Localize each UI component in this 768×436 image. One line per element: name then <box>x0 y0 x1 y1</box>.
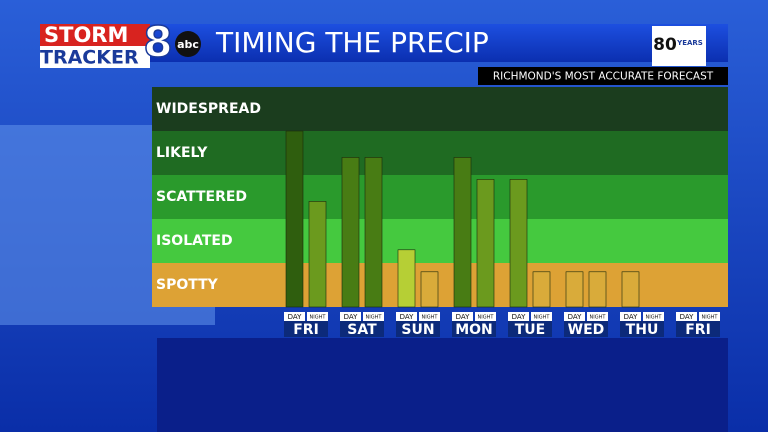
x-tick-label: WED <box>568 322 605 338</box>
slot-label-bg <box>307 312 328 321</box>
y-tick-label: SPOTTY <box>156 277 219 293</box>
logo-red <box>40 24 150 46</box>
category-bg <box>340 321 384 337</box>
slot-label-bg <box>284 312 305 321</box>
slot-label-bg <box>564 312 585 321</box>
bar <box>588 271 607 308</box>
bar <box>476 179 495 308</box>
bar <box>341 157 360 308</box>
x-tick-label: SAT <box>347 322 377 338</box>
bar <box>285 130 304 308</box>
anniversary-number: 80 <box>653 35 677 55</box>
chart-title: TIMING THE PRECIP <box>215 26 489 59</box>
series-label: NIGHT <box>646 315 663 321</box>
slot-label-bg <box>587 312 608 321</box>
x-tick-label: THU <box>626 322 659 338</box>
y-tick-label: SCATTERED <box>156 189 247 205</box>
slot-label-bg <box>340 312 361 321</box>
slot-label-bg <box>475 312 496 321</box>
slot-label-bg <box>508 312 529 321</box>
series-label: NIGHT <box>590 315 607 321</box>
bar <box>621 271 640 308</box>
band <box>152 263 728 307</box>
band <box>152 219 728 263</box>
slot-label-bg <box>531 312 552 321</box>
series-label: NIGHT <box>478 315 495 321</box>
x-tick-label: TUE <box>515 322 545 338</box>
band <box>152 87 728 131</box>
y-tick-label: LIKELY <box>156 145 208 161</box>
abc-logo: abc <box>177 38 199 51</box>
series-label: NIGHT <box>366 315 383 321</box>
chart-subtitle: RICHMOND'S MOST ACCURATE FORECAST <box>493 71 714 83</box>
series-label: DAY <box>624 313 639 321</box>
slot-label-bg <box>620 312 641 321</box>
x-tick-label: FRI <box>685 322 711 338</box>
y-tick-label: WIDESPREAD <box>156 101 261 117</box>
category-bg <box>452 321 496 337</box>
series-label: NIGHT <box>422 315 439 321</box>
slot-label-bg <box>419 312 440 321</box>
slot-label-bg <box>643 312 664 321</box>
logo-8: 8 <box>143 18 172 67</box>
logo-storm: STORM <box>44 23 128 47</box>
bar <box>565 271 584 308</box>
category-bg <box>508 321 552 337</box>
series-label: DAY <box>400 313 415 321</box>
series-label: NIGHT <box>534 315 551 321</box>
bar <box>420 271 439 308</box>
slot-label-bg <box>699 312 720 321</box>
anniversary-label: YEARS <box>676 39 703 47</box>
band <box>152 175 728 219</box>
bar <box>364 157 383 308</box>
bar <box>397 249 416 308</box>
abc-circle <box>175 31 201 57</box>
header-bar <box>150 24 728 62</box>
slot-label-bg <box>676 312 697 321</box>
series-label: DAY <box>512 313 527 321</box>
logo-tracker: TRACKER <box>40 47 139 69</box>
category-bg <box>620 321 664 337</box>
category-bg <box>284 321 328 337</box>
bar <box>308 201 327 308</box>
series-label: DAY <box>288 313 303 321</box>
series-label: NIGHT <box>702 315 719 321</box>
band <box>152 131 728 175</box>
bar <box>532 271 551 308</box>
slot-label-bg <box>363 312 384 321</box>
x-tick-label: MON <box>455 322 493 338</box>
x-tick-label: FRI <box>293 322 319 338</box>
series-label: DAY <box>456 313 471 321</box>
category-bg <box>676 321 720 337</box>
series-label: DAY <box>680 313 695 321</box>
category-bg <box>564 321 608 337</box>
series-label: DAY <box>344 313 359 321</box>
series-label: NIGHT <box>310 315 327 321</box>
slot-label-bg <box>396 312 417 321</box>
slot-label-bg <box>452 312 473 321</box>
bar <box>509 179 528 308</box>
x-tick-label: SUN <box>401 322 434 338</box>
subtitle-bar <box>478 67 728 85</box>
bar <box>453 157 472 308</box>
series-label: DAY <box>568 313 583 321</box>
lower-panel <box>157 338 728 432</box>
logo-white <box>40 46 150 68</box>
category-bg <box>396 321 440 337</box>
anniversary-box <box>652 26 706 66</box>
y-tick-label: ISOLATED <box>156 233 233 249</box>
